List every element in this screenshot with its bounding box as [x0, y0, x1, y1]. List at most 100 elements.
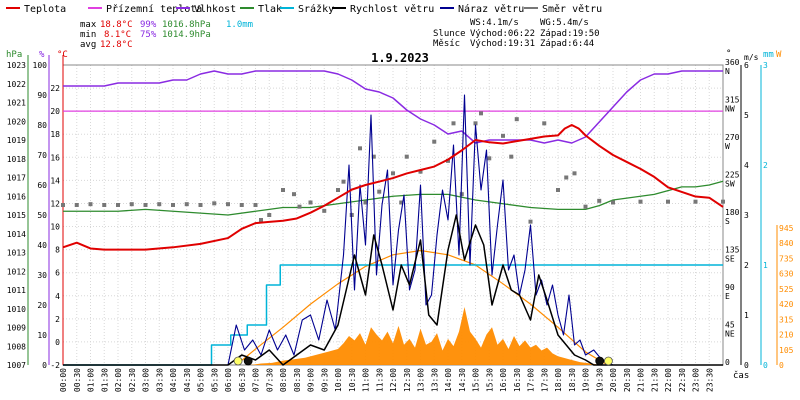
- y-tick-temperature: 2: [55, 315, 60, 324]
- x-tick-label: 22:00: [664, 368, 673, 392]
- wind-direction-point: [116, 203, 120, 207]
- sun-label: Slunce: [433, 29, 466, 39]
- x-tick-label: 21:00: [637, 368, 646, 392]
- y-tick-humidity: 100: [33, 61, 48, 70]
- moon-rise: Východ:19:31: [470, 39, 535, 49]
- x-tick-label: 19:00: [582, 368, 591, 392]
- x-tick-label: 21:30: [650, 368, 659, 392]
- x-tick-label: 23:00: [692, 368, 701, 392]
- y-tick-humidity: 30: [37, 271, 47, 280]
- wind-direction-point: [597, 198, 602, 203]
- x-tick-label: 03:30: [155, 368, 164, 392]
- y-tick-temperature: 20: [50, 107, 60, 116]
- y-tick-dir: 90: [725, 283, 735, 292]
- legend-dir-label: Směr větru: [542, 3, 602, 15]
- x-tick-label: 14:00: [444, 368, 453, 392]
- y-tick-solar: 840: [779, 239, 794, 248]
- x-tick-label: 06:30: [238, 368, 247, 392]
- y-tick-dir: 360: [725, 58, 740, 67]
- x-tick-label: 15:00: [472, 368, 481, 392]
- markers: [233, 356, 613, 366]
- x-tick-label: 00:30: [73, 368, 82, 392]
- wind-direction-point: [226, 202, 230, 207]
- y-tick-solar: 945: [779, 224, 794, 233]
- sun-set: Západ:19:50: [540, 29, 600, 39]
- y-tick-temperature: 0: [55, 338, 60, 347]
- y-tick-pressure: 1015: [7, 211, 26, 220]
- solar-area: [63, 307, 723, 365]
- moon-label: Měsíc: [433, 39, 460, 49]
- wind-direction-point: [363, 200, 368, 205]
- wind-direction-point: [572, 171, 577, 176]
- wg-value: WG:5.4m/s: [540, 18, 589, 28]
- y-tick-pressure: 1012: [7, 267, 26, 276]
- temperature-line: [62, 124, 724, 251]
- y-tick-pressure: 1009: [7, 324, 26, 333]
- y-tick-solar: 630: [779, 270, 794, 279]
- moonrise-marker: [595, 356, 605, 366]
- wind-direction-point: [377, 189, 382, 194]
- legend-humidity-label: Vlhkost: [194, 4, 236, 15]
- x-tick-label: 07:00: [252, 368, 261, 392]
- y-tick-pressure: 1016: [7, 192, 26, 201]
- y-tick-solar: 0: [779, 361, 784, 370]
- x-tick-label: 10:30: [348, 368, 357, 392]
- moon-set: Západ:6:44: [540, 39, 594, 49]
- y-tick-pressure: 1022: [7, 80, 26, 89]
- wind-direction-point: [514, 117, 519, 122]
- y-tick-dir: 315: [725, 96, 740, 105]
- wind-direction-point: [88, 202, 93, 207]
- y-tick-dir: 135: [725, 246, 740, 255]
- wind-direction-point: [693, 199, 698, 204]
- astro-info: WS:4.1m/s WG:5.4m/s Slunce Východ:06:22 …: [433, 18, 600, 49]
- stats-avg-label: avg: [80, 40, 96, 50]
- legend-rain-label: Srážky: [298, 3, 334, 15]
- y-tick-compass: E: [725, 292, 730, 301]
- stats-min-label: min: [80, 30, 96, 40]
- wind-direction-point: [446, 158, 450, 163]
- y-tick-pressure: 1014: [7, 230, 26, 239]
- wind-direction-point: [721, 199, 725, 204]
- wind-direction-point: [239, 203, 244, 207]
- axis-unit-humidity: %: [39, 50, 45, 60]
- wind-direction-point: [267, 213, 272, 217]
- stats-min-press: 1014.9hPa: [162, 30, 211, 40]
- x-tick-label: 00:00: [59, 368, 68, 392]
- wind-direction-point: [459, 192, 464, 197]
- x-tick-label: 08:30: [293, 368, 302, 392]
- x-tick-label: 11:30: [375, 368, 384, 392]
- wind-direction-point: [418, 169, 423, 174]
- y-tick-temperature: 8: [55, 246, 60, 255]
- y-tick-temperature: 22: [50, 84, 60, 93]
- wind-direction-point: [198, 203, 203, 207]
- y-tick-dir: 225: [725, 171, 740, 180]
- wind-direction-point: [666, 199, 670, 204]
- x-tick-label: 20:30: [623, 368, 632, 392]
- x-tick-label: 01:00: [87, 368, 96, 392]
- x-tick-label: 09:00: [307, 368, 316, 392]
- y-tick-solar: 315: [779, 315, 794, 324]
- x-tick-label: 12:30: [403, 368, 412, 392]
- y-tick-solar: 735: [779, 254, 794, 263]
- wind-direction-point: [556, 188, 560, 192]
- wind-direction-point: [129, 202, 134, 207]
- x-tick-label: 16:30: [513, 368, 522, 392]
- y-tick-humidity: 0: [42, 361, 47, 370]
- y-tick-compass: SE: [725, 255, 735, 264]
- y-tick-humidity: 50: [37, 211, 47, 220]
- x-tick-label: 11:00: [362, 368, 371, 392]
- y-tick-pressure: 1017: [7, 174, 26, 183]
- y-tick-dir: 180: [725, 208, 740, 217]
- legend-gust-label: Náraz větru: [458, 3, 524, 15]
- legend-pressure-label: Tlak: [258, 4, 282, 15]
- wind-direction-point: [292, 192, 296, 197]
- x-tick-label: 03:00: [142, 368, 151, 392]
- x-tick-label: 14:30: [458, 368, 467, 392]
- y-tick-wind: 1: [744, 311, 749, 320]
- x-tick-label: 15:30: [485, 368, 494, 392]
- wind-direction-point: [487, 156, 492, 161]
- wind-direction-point: [432, 139, 437, 144]
- wind-direction-point: [611, 200, 615, 205]
- x-tick-label: 09:30: [320, 368, 329, 392]
- axis-unit-solar: W: [776, 50, 782, 60]
